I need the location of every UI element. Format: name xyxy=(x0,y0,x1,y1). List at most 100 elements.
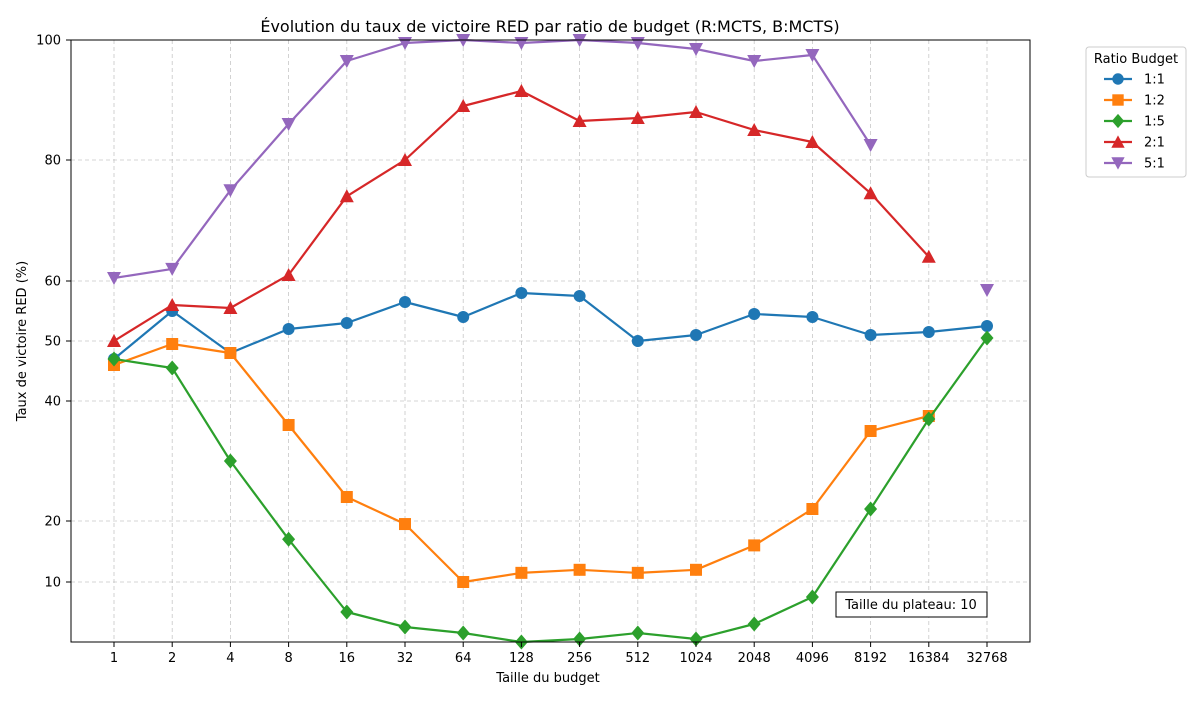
data-point xyxy=(863,186,878,200)
y-tick-label: 20 xyxy=(44,515,61,530)
series-1-5 xyxy=(107,330,994,650)
grid xyxy=(71,39,1030,642)
data-point xyxy=(747,616,761,632)
data-point xyxy=(282,419,295,431)
data-point xyxy=(223,184,238,198)
data-point xyxy=(456,625,470,641)
data-point xyxy=(223,453,237,469)
data-point xyxy=(806,311,819,323)
x-axis-ticks: 1 2 4 8 16 32 64 128 256 512 1024 2048 4096 8192 16384… xyxy=(110,642,1008,666)
data-point xyxy=(864,501,878,517)
data-point xyxy=(340,604,354,620)
annotation-box xyxy=(835,591,988,618)
data-point xyxy=(980,330,994,346)
data-point xyxy=(805,49,820,62)
x-tick-label: 16384 xyxy=(908,651,949,666)
data-point xyxy=(573,290,586,302)
series-1-1 xyxy=(108,287,993,365)
x-tick-label: 1 xyxy=(110,651,118,666)
legend-marker xyxy=(1111,157,1125,170)
data-point xyxy=(281,267,296,281)
legend-item: 1:1 xyxy=(1104,73,1165,88)
y-tick-label: 50 xyxy=(44,335,61,350)
x-tick-label: 64 xyxy=(455,651,472,666)
data-point xyxy=(398,619,412,635)
legend: Ratio Budget 1:1 1:2 1:5 2:1 5:1 xyxy=(1085,46,1187,178)
legend-marker xyxy=(1111,135,1125,148)
legend-marker xyxy=(1111,113,1125,129)
legend-label: 1:2 xyxy=(1144,94,1165,109)
data-point xyxy=(690,329,702,341)
legend-label: 1:5 xyxy=(1144,115,1165,130)
x-tick-label: 16 xyxy=(339,651,356,666)
y-tick-label: 100 xyxy=(36,34,61,49)
data-point xyxy=(980,284,994,297)
x-tick-label: 2 xyxy=(168,651,176,666)
data-point xyxy=(339,55,354,68)
data-point xyxy=(921,249,936,263)
legend-marker xyxy=(1112,73,1124,85)
data-point xyxy=(515,287,528,299)
data-point xyxy=(689,43,703,56)
series-layer xyxy=(107,34,994,650)
data-point xyxy=(165,298,180,311)
data-point xyxy=(805,589,819,605)
annotation: Taille du plateau: 10 xyxy=(835,591,988,618)
data-point xyxy=(223,301,238,314)
legend-item: 2:1 xyxy=(1104,135,1165,151)
legend-label: 5:1 xyxy=(1144,157,1165,172)
series-line xyxy=(113,291,988,360)
series-line xyxy=(113,337,988,644)
data-point xyxy=(165,262,180,276)
y-tick-label: 60 xyxy=(44,275,61,290)
data-point xyxy=(864,425,877,437)
legend-title: Ratio Budget xyxy=(1094,52,1178,67)
legend-item: 1:2 xyxy=(1104,94,1165,109)
data-point xyxy=(107,351,121,367)
y-axis-label: Taux de victoire RED (%) xyxy=(15,261,30,422)
series-5-1 xyxy=(107,34,994,297)
legend-item: 5:1 xyxy=(1104,157,1165,172)
legend-label: 1:1 xyxy=(1144,73,1165,88)
data-point xyxy=(572,114,587,127)
data-point xyxy=(282,323,295,335)
data-point xyxy=(281,118,296,131)
x-tick-label: 2048 xyxy=(738,651,771,666)
data-point xyxy=(282,531,296,547)
data-point xyxy=(805,135,820,148)
data-point xyxy=(224,347,237,359)
data-point xyxy=(922,411,936,427)
data-point xyxy=(339,189,354,203)
x-tick-label: 1024 xyxy=(679,651,712,666)
annotation-text: Taille du plateau: 10 xyxy=(844,598,977,613)
data-point xyxy=(456,99,471,112)
data-point xyxy=(399,518,411,531)
data-point xyxy=(166,338,179,350)
data-point xyxy=(863,139,878,152)
y-tick-label: 40 xyxy=(44,395,61,410)
x-tick-label: 8 xyxy=(284,651,292,666)
data-point xyxy=(981,320,993,332)
data-point xyxy=(922,326,935,338)
chart-title: Évolution du taux de victoire RED par ra… xyxy=(260,17,839,36)
legend-marker xyxy=(1112,94,1124,106)
legend-item: 1:5 xyxy=(1104,113,1165,130)
data-point xyxy=(631,335,644,347)
legend-label: 2:1 xyxy=(1144,136,1165,151)
x-tick-label: 8192 xyxy=(854,651,887,666)
data-point xyxy=(747,55,762,68)
data-point xyxy=(573,563,586,576)
data-point xyxy=(340,317,353,329)
data-point xyxy=(630,111,645,124)
x-tick-label: 32768 xyxy=(966,651,1007,666)
x-tick-label: 4096 xyxy=(796,651,829,666)
data-point xyxy=(165,360,179,376)
series-line xyxy=(114,40,987,290)
x-tick-label: 512 xyxy=(625,651,650,666)
data-point xyxy=(806,503,819,515)
data-point xyxy=(631,625,645,641)
data-point xyxy=(631,566,644,579)
series-2-1 xyxy=(107,84,936,347)
